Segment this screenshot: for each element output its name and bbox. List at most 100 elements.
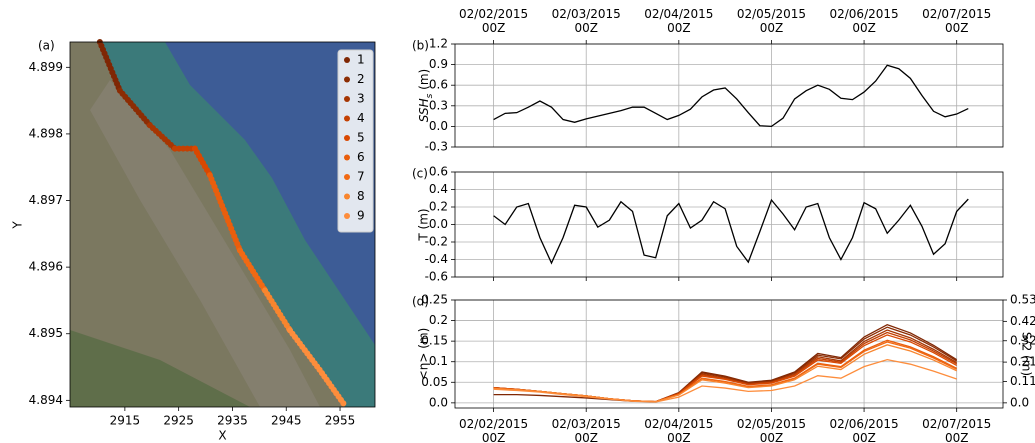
legend-label: 5 <box>357 131 365 145</box>
x-tick-label: 02/06/2015 00Z <box>829 417 898 443</box>
y-tick-label: 4.899 <box>29 60 63 74</box>
x-tick-label: 02/05/2015 00Z <box>737 417 806 443</box>
x-tick-label: 02/05/2015 00Z <box>737 7 806 35</box>
y-tick-label: -0.3 <box>425 140 448 154</box>
y2-tick-label: 0.32 <box>1010 333 1035 347</box>
legend-label: 3 <box>357 92 365 106</box>
series-line <box>493 323 958 403</box>
x-tick-label: 02/07/2015 00Z <box>922 417 991 443</box>
x-tick-label-line: 02/07/2015 <box>922 417 991 431</box>
coast-line <box>193 147 212 176</box>
y-tick-label: 0.2 <box>429 200 448 214</box>
y-tick-label: 0.2 <box>429 313 448 327</box>
x-tick-label-line: 02/03/2015 <box>552 417 621 431</box>
series-line <box>493 331 958 403</box>
y-tick-label: 0.15 <box>421 334 448 348</box>
legend-label: 4 <box>357 111 365 125</box>
coast-line <box>98 41 122 92</box>
legend-label: 9 <box>357 209 365 223</box>
coast-line <box>288 329 347 407</box>
y-tick-label: 0.0 <box>429 119 448 133</box>
y-tick-label: 0.0 <box>429 217 448 231</box>
y-tick-label: 0.9 <box>429 57 448 71</box>
x-tick-label-line: 02/05/2015 <box>737 7 806 21</box>
y-tick-label: 4.895 <box>29 326 63 340</box>
legend-marker <box>344 57 350 63</box>
panel-label: (d) <box>412 295 429 309</box>
y-tick-label: 0.05 <box>421 375 448 389</box>
x-tick-label-line: 02/07/2015 <box>922 7 991 21</box>
legend-label: 7 <box>357 170 365 184</box>
x-tick-label-line: 00Z <box>482 21 506 35</box>
x-tick-label-line: 00Z <box>667 431 691 443</box>
x-tick-label-line: 02/03/2015 <box>552 7 621 21</box>
x-tick-label: 2915 <box>110 414 141 428</box>
y-axis-label-sub: s <box>425 93 435 98</box>
coast-line <box>238 249 267 292</box>
x-tick-label-line: 00Z <box>482 431 506 443</box>
x-tick-label-line: 00Z <box>852 431 876 443</box>
x-tick-label-line: 02/05/2015 <box>737 417 806 431</box>
satellite-image <box>70 42 375 407</box>
axes-frame <box>454 171 1004 278</box>
y-axis-label-unit: (m) <box>417 69 431 94</box>
y-tick-label: 0.6 <box>429 78 448 92</box>
x-tick-label-line: 00Z <box>760 21 784 35</box>
legend-marker <box>344 174 350 180</box>
x-axis-label: X <box>218 429 226 443</box>
x-tick-label: 02/04/2015 00Z <box>644 7 713 35</box>
y-tick-label: 4.896 <box>29 260 63 274</box>
x-tick-label: 02/02/2015 00Z <box>459 417 528 443</box>
y-tick-label: -0.2 <box>425 235 448 249</box>
x-tick-label-line: 00Z <box>574 21 598 35</box>
panel-label: (c) <box>412 167 428 181</box>
y-tick-label: 0.0 <box>429 395 448 409</box>
coast-line <box>148 124 176 150</box>
y-axis-label-main: SSH <box>417 98 431 122</box>
panel-label: (a) <box>38 39 55 53</box>
x-tick-label-line: 02/04/2015 <box>644 417 713 431</box>
x-tick-label-line: 00Z <box>574 431 598 443</box>
x-tick-label: 02/07/2015 00Z <box>922 7 991 35</box>
x-tick-label-line: 02/02/2015 <box>459 417 528 431</box>
x-tick-label-line: 02/02/2015 <box>459 7 528 21</box>
y2-tick-label: 0.53 <box>1010 293 1035 307</box>
series-line <box>493 198 969 265</box>
x-tick-label: 2925 <box>163 414 194 428</box>
legend-label: 2 <box>357 72 365 86</box>
y-tick-label: 4.894 <box>29 393 63 407</box>
legend-marker <box>344 193 350 200</box>
x-tick-label-line: 02/06/2015 <box>829 7 898 21</box>
legend-marker <box>344 76 350 83</box>
x-tick-label: 02/03/2015 00Z <box>552 417 621 443</box>
y2-tick-label: 0.21 <box>1010 355 1035 369</box>
x-tick-label-line: 00Z <box>945 431 969 443</box>
x-tick-label-line: 00Z <box>945 21 969 35</box>
y-tick-label: 4.897 <box>29 193 63 207</box>
y2-tick-label: 0.42 <box>1010 314 1035 328</box>
legend-label: 8 <box>357 189 365 203</box>
x-tick-label: 2945 <box>271 414 302 428</box>
y-tick-label: 0.6 <box>429 165 448 179</box>
y-axis-label: SSHs (m) <box>417 69 435 122</box>
axes-frame <box>69 41 376 408</box>
x-tick-label-line: 00Z <box>852 21 876 35</box>
y-tick-label: 1.2 <box>429 37 448 51</box>
legend-marker <box>344 96 350 102</box>
y-tick-label: 0.3 <box>429 98 448 112</box>
town <box>90 80 320 407</box>
series-line <box>493 339 957 403</box>
y2-tick-label: 0.11 <box>1010 374 1035 388</box>
axes-frame <box>454 299 1004 409</box>
coast-line <box>208 174 242 252</box>
x-tick-label-line: 00Z <box>667 21 691 35</box>
x-tick-label-line: 00Z <box>760 431 784 443</box>
series-line <box>493 344 957 403</box>
y2-axis-label: S/2 (m) <box>1020 332 1034 376</box>
y-tick-label: 0.4 <box>429 182 448 196</box>
legend-marker <box>344 154 350 161</box>
series-line <box>493 64 969 128</box>
x-tick-label: 02/04/2015 00Z <box>644 417 713 443</box>
